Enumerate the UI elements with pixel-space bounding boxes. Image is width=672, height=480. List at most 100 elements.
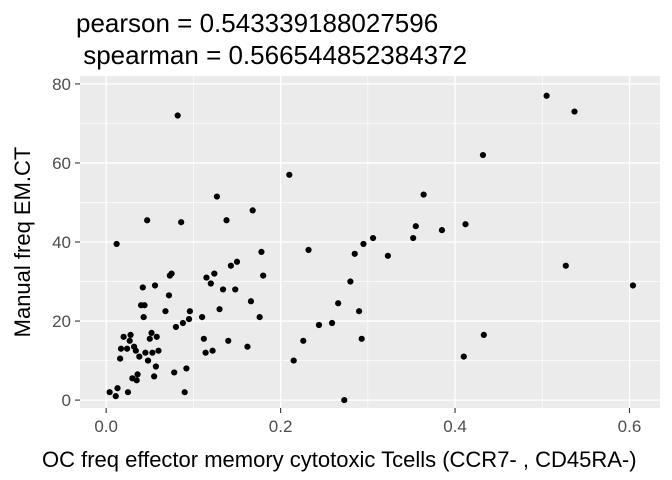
data-point: [174, 112, 181, 119]
data-point: [351, 250, 358, 257]
data-point: [114, 385, 121, 392]
data-point: [328, 319, 336, 327]
x-tick-label: 0.2: [269, 417, 293, 436]
x-axis-title: OC freq effector memory cytotoxic Tcells…: [42, 447, 637, 472]
data-point: [134, 371, 141, 378]
y-axis-ticks: 0 20 40 60 80: [52, 75, 80, 410]
data-point: [369, 234, 377, 242]
data-point: [244, 343, 251, 350]
data-point: [133, 377, 140, 384]
y-tick-label: 80: [52, 75, 71, 94]
data-point: [209, 347, 216, 354]
data-point: [384, 252, 391, 259]
data-point: [168, 270, 175, 277]
x-tick-label: 0.0: [94, 417, 118, 436]
data-point: [225, 337, 232, 344]
chart-title-line-1: pearson = 0.543339188027596: [76, 8, 438, 38]
data-point: [179, 319, 187, 327]
data-point: [153, 333, 160, 340]
data-point: [216, 306, 223, 313]
y-tick-label: 40: [52, 233, 71, 252]
data-point: [360, 240, 367, 248]
data-point: [113, 240, 120, 248]
chart-title-line-2: spearman = 0.566544852384372: [76, 40, 467, 70]
data-point: [290, 357, 297, 364]
data-point: [258, 248, 265, 255]
data-point: [165, 292, 173, 299]
data-point: [132, 347, 139, 354]
data-point: [178, 219, 185, 226]
x-tick-label: 0.4: [443, 417, 467, 436]
data-point: [213, 193, 221, 200]
grid-lines: [80, 76, 660, 408]
y-axis-title: Manual freq EM.CT: [10, 147, 35, 338]
data-point: [185, 315, 193, 323]
data-point: [412, 223, 419, 230]
data-point: [227, 262, 234, 269]
data-point: [462, 221, 469, 228]
data-point: [355, 308, 363, 315]
data-point: [260, 272, 267, 279]
y-tick-label: 20: [52, 312, 71, 331]
data-point: [123, 345, 131, 352]
data-point: [249, 207, 256, 214]
data-point: [480, 331, 487, 338]
data-point: [162, 308, 169, 315]
data-point: [562, 262, 569, 269]
data-point: [219, 286, 227, 293]
data-point: [181, 389, 188, 396]
data-point: [200, 335, 207, 342]
x-tick-label: 0.6: [618, 417, 642, 436]
data-point: [152, 363, 159, 370]
data-point: [358, 335, 365, 342]
data-point: [149, 349, 156, 356]
data-point: [126, 337, 133, 344]
data-point: [286, 171, 293, 178]
data-point: [199, 313, 206, 321]
data-point: [139, 284, 146, 291]
data-point: [460, 353, 467, 360]
y-tick-label: 60: [52, 154, 71, 173]
data-point: [172, 323, 180, 331]
y-tick-label: 0: [62, 391, 71, 410]
data-point: [211, 270, 218, 277]
data-point: [571, 108, 578, 115]
data-point: [120, 333, 127, 340]
data-point: [141, 302, 148, 309]
data-point: [140, 313, 147, 321]
data-point: [233, 258, 241, 265]
data-point: [106, 389, 113, 396]
data-point: [247, 298, 255, 305]
data-point: [410, 234, 417, 242]
data-point: [223, 217, 230, 224]
data-point: [171, 369, 178, 376]
data-point: [207, 280, 214, 287]
data-point: [335, 300, 342, 307]
data-point: [232, 286, 239, 293]
x-axis-ticks: 0.0 0.2 0.4 0.6: [94, 408, 641, 436]
data-point: [144, 357, 152, 364]
data-point: [186, 308, 193, 315]
data-point: [347, 278, 354, 285]
data-point: [146, 335, 153, 342]
data-points: [106, 92, 637, 404]
data-point: [117, 345, 125, 352]
data-point: [256, 313, 263, 321]
data-point: [148, 329, 155, 337]
data-point: [202, 349, 209, 356]
data-point: [142, 349, 149, 356]
data-point: [629, 282, 637, 289]
data-point: [438, 227, 446, 234]
data-point: [420, 191, 427, 198]
data-point: [183, 365, 190, 372]
data-point: [127, 331, 134, 338]
data-point: [144, 217, 151, 224]
data-point: [124, 389, 132, 396]
data-point: [341, 396, 348, 404]
data-point: [112, 393, 119, 400]
data-point: [117, 355, 124, 362]
data-point: [479, 151, 487, 159]
data-point: [305, 246, 312, 254]
data-point: [543, 92, 550, 99]
